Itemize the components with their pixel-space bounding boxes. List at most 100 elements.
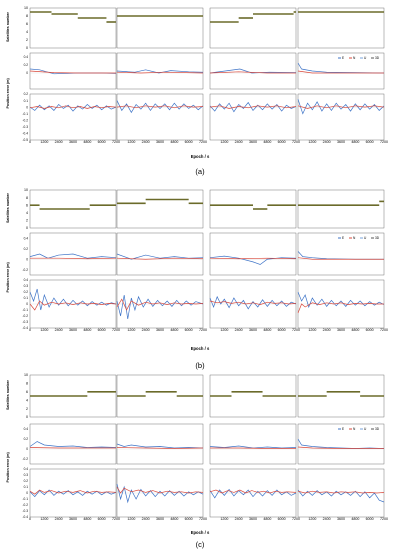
xtick-b-2-3600: 3600	[249, 328, 257, 332]
ylabel-satellites: Satellites number	[6, 11, 10, 42]
xtick-a-1-2400: 2400	[142, 140, 150, 144]
p1-ytick-a-0: 0	[26, 71, 28, 75]
p2-ytick-c-0.3: 0.3	[24, 473, 29, 477]
series-N-p1-c-2	[210, 447, 296, 449]
p1-panel-b-1	[116, 232, 204, 276]
series-N-p1-a-0	[29, 70, 116, 74]
series-N-p2-c-0	[29, 489, 117, 495]
p2-ytick-b--0.4: -0.4	[23, 326, 29, 330]
sat-ytick-a-4: 4	[26, 30, 28, 34]
series-N-p2-c-1	[116, 486, 204, 494]
series-N-p1-c-0	[29, 447, 116, 449]
series-E-p2-c-1	[116, 483, 204, 504]
series-E-p1-c-0	[29, 441, 117, 448]
series-N-p1-a-1	[116, 71, 204, 74]
caption-c: (c)	[196, 540, 205, 549]
xtick-a-3-6000: 6000	[366, 140, 374, 144]
xtick-c-1-1200: 1200	[127, 517, 135, 521]
caption-b: (b)	[195, 361, 205, 370]
p2-ytick-b-0.4: 0.4	[24, 278, 29, 282]
series-N-p1-a-2	[209, 71, 296, 74]
caption-a: (a)	[195, 167, 205, 176]
series-N-p2-a-1	[116, 105, 204, 109]
xtick-c-2-4800: 4800	[263, 517, 271, 521]
p1-ytick-a-0.2: 0.2	[24, 63, 29, 67]
p2-panel-a-0	[29, 93, 117, 141]
sat-ytick-a-2: 2	[26, 38, 28, 42]
xtick-b-3-1200: 1200	[308, 328, 316, 332]
p2-ytick-c--0.4: -0.4	[23, 515, 29, 519]
legend-label-c-N: N	[353, 427, 356, 431]
series-N-p1-b-1	[116, 257, 204, 260]
xtick-c-2-2400: 2400	[235, 517, 243, 521]
sat-ytick-b-0: 0	[26, 226, 28, 230]
ylabel-satellites: Satellites number	[6, 192, 10, 223]
series-E-p2-c-2	[209, 488, 297, 499]
series-N-p2-b-3	[297, 302, 384, 314]
xtick-a-0-0: 0	[29, 140, 31, 144]
xtick-c-1-3600: 3600	[156, 517, 164, 521]
sat-ytick-a-0: 0	[26, 46, 28, 50]
xtick-a-2-1200: 1200	[220, 140, 228, 144]
xtick-c-0-3600: 3600	[69, 517, 77, 521]
xtick-c-3-6000: 6000	[366, 517, 374, 521]
series-N-p2-b-0	[29, 300, 117, 311]
xtick-b-0-3600: 3600	[69, 328, 77, 332]
xtick-b-3-7200: 7200	[380, 328, 388, 332]
p1-panel-c-2	[209, 423, 297, 465]
sat-ytick-c-0: 0	[26, 415, 28, 419]
ylabel-position-error: Position error (m)	[6, 262, 10, 293]
xtick-a-0-4800: 4800	[83, 140, 91, 144]
xtick-a-2-7200: 7200	[292, 140, 300, 144]
sat-ytick-c-4: 4	[26, 398, 28, 402]
xtick-a-3-7200: 7200	[380, 140, 388, 144]
legend-label-b-E: E	[342, 236, 344, 240]
xtick-a-2-6000: 6000	[278, 140, 286, 144]
series-N-p1-b-2	[209, 257, 297, 260]
p2-ytick-c-0.1: 0.1	[24, 485, 29, 489]
xtick-c-1-6000: 6000	[185, 517, 193, 521]
p1-ytick-c--0.2: -0.2	[23, 457, 29, 461]
p1-ytick-c-0.2: 0.2	[24, 437, 29, 441]
legend-label-a-E: E	[342, 56, 344, 60]
xtick-b-0-0: 0	[29, 328, 31, 332]
xtick-b-1-4800: 4800	[170, 328, 178, 332]
legend-label-c-3D: 3D	[375, 427, 380, 431]
p2-ytick-b--0.3: -0.3	[23, 320, 29, 324]
sat-ytick-a-10: 10	[24, 6, 28, 10]
series-E-p2-a-0	[29, 104, 117, 112]
sat-ytick-a-6: 6	[26, 22, 28, 26]
p2-ytick-b--0.1: -0.1	[23, 308, 29, 312]
xtick-b-2-1200: 1200	[220, 328, 228, 332]
series-N-p2-b-2	[209, 300, 297, 305]
p2-ytick-a-0: 0	[26, 105, 28, 109]
sat-panel-a-3	[297, 7, 385, 49]
sat-ytick-a-8: 8	[26, 14, 28, 18]
p2-panel-a-2	[209, 93, 297, 141]
series-E-p1-a-2	[209, 68, 297, 74]
xlabel-b: Epoch / s	[191, 346, 210, 351]
p1-ytick-a-0.4: 0.4	[24, 55, 29, 59]
p2-ytick-b-0.3: 0.3	[24, 284, 29, 288]
sat-panel-b-1	[116, 189, 204, 229]
series-N-p2-a-2	[209, 105, 297, 109]
p1-panel-b-2	[209, 232, 297, 276]
legend-label-b-3D: 3D	[375, 236, 380, 240]
p2-ytick-b-0.1: 0.1	[24, 296, 29, 300]
series-E-p1-c-3	[297, 438, 385, 449]
xtick-a-2-3600: 3600	[249, 140, 257, 144]
series-E-p1-b-2	[209, 255, 297, 265]
p2-ytick-a--0.1: -0.1	[23, 112, 29, 116]
xtick-c-0-2400: 2400	[55, 517, 63, 521]
p1-ytick-b--0.2: -0.2	[23, 268, 29, 272]
series-E-p1-b-0	[29, 253, 117, 259]
xtick-c-2-1200: 1200	[220, 517, 228, 521]
xtick-a-3-3600: 3600	[337, 140, 345, 144]
series-E-p1-c-1	[116, 443, 204, 449]
subfigure-c: Satellites number Position error (m) 0 2 4 6 8…	[6, 373, 388, 549]
p1-panel-a-1	[116, 52, 204, 90]
xtick-b-1-6000: 6000	[185, 328, 193, 332]
p1-ytick-c-0: 0	[26, 447, 28, 451]
series-N-p2-a-3	[297, 105, 385, 109]
